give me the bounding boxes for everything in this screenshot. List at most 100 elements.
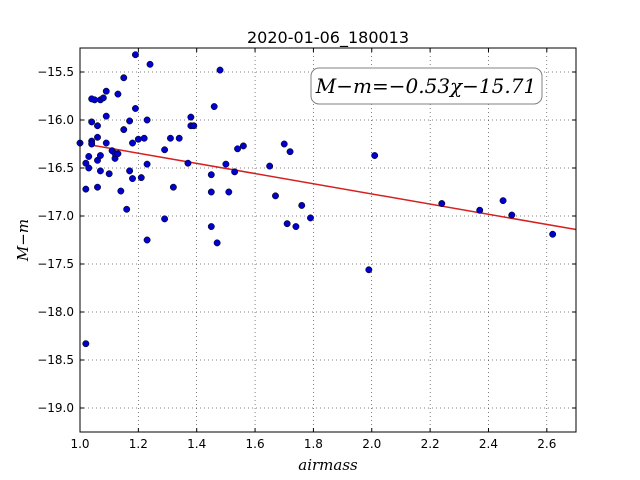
y-tick-label: −17.5 (37, 257, 74, 271)
data-point (207, 171, 215, 179)
data-point (184, 159, 192, 167)
data-point (134, 135, 142, 143)
x-tick-label: 1.8 (304, 437, 323, 451)
data-point (123, 205, 131, 213)
data-point (82, 185, 90, 193)
grid (79, 48, 576, 432)
data-point (88, 140, 96, 148)
data-point (371, 152, 379, 159)
data-point (365, 266, 373, 274)
y-tick-label: −16.5 (37, 161, 74, 175)
data-point (105, 170, 113, 178)
x-tick-label: 1.6 (246, 437, 265, 451)
data-point (114, 150, 122, 158)
axis-ticks: 1.0 1.2 1.4 1.6 1.8 2.0 2.2 2.4 2.6 −15.5 −16.0 −16… (37, 48, 576, 451)
x-tick-label: 1.0 (70, 437, 89, 451)
data-point (117, 187, 125, 195)
data-point (272, 192, 279, 200)
data-point (120, 126, 128, 134)
data-point (216, 66, 224, 74)
data-point (283, 220, 291, 228)
x-tick-label: 2.2 (421, 437, 440, 451)
data-point (146, 60, 154, 68)
y-tick-label: −17.0 (37, 209, 74, 223)
data-point (166, 134, 174, 142)
data-point (280, 140, 288, 148)
data-points (76, 51, 557, 348)
data-point (82, 340, 90, 348)
data-point (266, 162, 274, 170)
data-point (126, 167, 134, 175)
fit-line (91, 144, 577, 231)
data-point (129, 139, 136, 147)
data-point (131, 105, 139, 112)
data-point (102, 87, 110, 95)
data-point (85, 153, 93, 160)
data-point (94, 122, 101, 130)
data-point (225, 188, 233, 196)
data-point (143, 116, 151, 124)
data-point (96, 167, 104, 175)
x-tick-label: 2.4 (479, 437, 498, 451)
data-point (239, 142, 247, 150)
fit-line-layer (91, 144, 577, 231)
plot-frame (79, 47, 577, 433)
data-point (94, 183, 101, 191)
x-tick-label: 2.0 (362, 437, 381, 451)
data-point (102, 112, 110, 120)
y-tick-label: −18.0 (37, 305, 74, 319)
y-tick-label: −15.5 (37, 65, 74, 79)
data-point (292, 223, 300, 231)
data-point (175, 134, 183, 142)
data-point (129, 175, 136, 183)
data-point (286, 148, 294, 156)
data-point (143, 160, 151, 168)
x-axis-label: airmass (298, 456, 358, 474)
y-axis-label: M−m (14, 219, 32, 262)
data-point (143, 236, 151, 244)
data-point (476, 206, 484, 214)
data-point (190, 122, 198, 130)
fit-annotation: M−m=−0.53χ−15.71 (310, 67, 543, 105)
y-tick-label: −18.5 (37, 353, 74, 367)
data-point (169, 183, 177, 191)
data-point (96, 152, 104, 159)
data-point (508, 211, 516, 219)
data-point (207, 188, 215, 196)
x-tick-label: 1.4 (187, 437, 206, 451)
data-point (307, 214, 314, 222)
data-point (213, 239, 221, 247)
data-point (234, 145, 242, 153)
data-point (126, 117, 134, 125)
data-point (94, 133, 101, 141)
annotation-text: M−m=−0.53χ−15.71 (315, 74, 536, 98)
data-point (207, 223, 215, 231)
data-point (131, 51, 139, 59)
data-point (222, 160, 230, 168)
x-tick-label: 2.6 (537, 437, 556, 451)
data-point (137, 174, 145, 182)
data-point (140, 134, 148, 142)
data-point (161, 146, 169, 154)
data-point (187, 113, 195, 121)
data-point (438, 200, 446, 207)
data-point (99, 94, 107, 102)
data-point (161, 215, 169, 223)
data-point (120, 74, 128, 82)
data-point (85, 164, 93, 172)
chart-title: 2020-01-06_180013 (247, 28, 409, 48)
y-tick-label: −19.0 (37, 401, 74, 415)
x-tick-label: 1.2 (129, 437, 148, 451)
data-point (231, 168, 239, 176)
annotation-box (310, 67, 543, 105)
data-point (210, 103, 218, 111)
data-point (88, 118, 96, 126)
data-point (549, 230, 557, 238)
data-point (114, 90, 122, 98)
data-point (298, 201, 306, 209)
y-tick-label: −16.0 (37, 113, 74, 127)
data-point (91, 96, 99, 104)
data-point (102, 139, 110, 147)
data-point (499, 197, 507, 205)
